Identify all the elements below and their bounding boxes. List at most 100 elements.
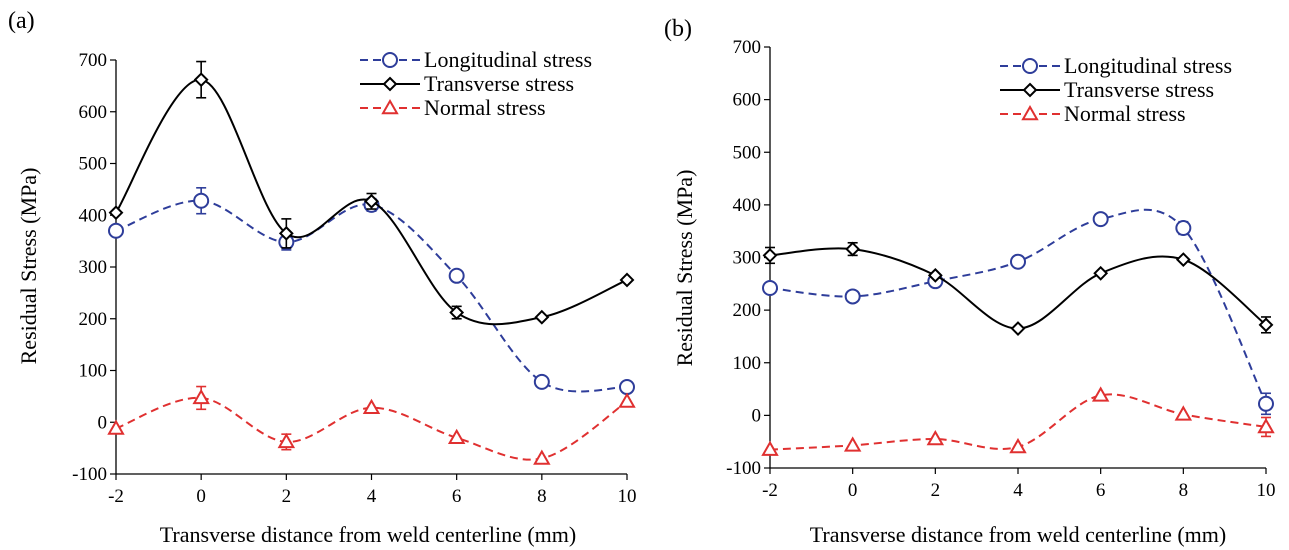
legend-label: Longitudinal stress: [424, 47, 592, 72]
data-point: [533, 449, 551, 465]
axes-a: -100 0 100 200 300 400 500 600 700 -2 0 2 4 6 8 10: [72, 50, 636, 507]
y-tick-label: 500: [733, 142, 762, 163]
series-line: [769, 208, 1267, 405]
panel-label-b: (b): [664, 16, 692, 42]
series-longitudinal-stress: [762, 208, 1274, 416]
x-tick-label: 0: [848, 480, 858, 501]
series-b: [761, 208, 1275, 456]
data-point: [449, 305, 465, 320]
axes-b: -100 0 100 200 300 400 500 600 700 -2 0 2 4 6 8 10: [726, 37, 1275, 501]
data-point: [448, 267, 465, 284]
y-tick-label: 100: [733, 353, 762, 374]
data-point: [1258, 395, 1274, 412]
data-point: [1175, 220, 1192, 237]
data-point: [927, 267, 943, 283]
y-tick-label: 200: [79, 309, 108, 330]
y-tick-label: 0: [752, 405, 762, 426]
x-tick-label: 8: [1179, 480, 1189, 501]
series-a: [107, 60, 636, 465]
series-normal-stress: [761, 386, 1275, 456]
x-tick-label: 0: [196, 486, 206, 507]
series-transverse-stress: [108, 60, 635, 326]
y-tick-label: 300: [733, 248, 762, 269]
legend-marker: [382, 52, 398, 68]
y-tick-label: 400: [79, 205, 108, 226]
series-normal-stress: [107, 385, 636, 465]
series-line: [115, 199, 628, 393]
data-point: [192, 388, 210, 405]
data-point: [926, 430, 945, 446]
x-tick-label: 4: [367, 486, 377, 507]
data-point: [619, 379, 635, 396]
data-point: [1174, 405, 1193, 421]
data-point: [762, 247, 778, 263]
legend-label: Transverse stress: [1064, 77, 1214, 102]
x-tick-label: 2: [282, 486, 292, 507]
data-point: [108, 222, 124, 239]
x-tick-label: 6: [452, 486, 462, 507]
x-axis-title-b: Transverse distance from weld centerline…: [810, 522, 1226, 547]
legend-marker: [1022, 58, 1038, 74]
data-point: [108, 205, 124, 221]
x-axis-title-a: Transverse distance from weld centerline…: [160, 522, 576, 547]
x-tick-label: -2: [762, 480, 778, 501]
data-point: [533, 373, 550, 390]
data-point: [362, 398, 381, 415]
data-point: [1009, 437, 1027, 454]
data-point: [277, 432, 296, 449]
x-tick-label: 8: [537, 486, 547, 507]
y-tick-label: 600: [79, 102, 108, 123]
data-point: [1258, 317, 1274, 333]
y-tick-label: 600: [733, 90, 762, 111]
data-point: [844, 288, 861, 305]
legend-marker: [1021, 104, 1039, 121]
y-tick-label: 0: [98, 412, 108, 433]
series-longitudinal-stress: [108, 187, 635, 396]
legend-label: Normal stress: [1064, 101, 1186, 126]
data-point: [843, 436, 862, 452]
x-tick-label: 10: [1257, 480, 1276, 501]
data-point: [193, 72, 209, 88]
y-tick-label: 100: [79, 361, 108, 382]
y-axis-title-b: Residual Stress (MPa): [672, 170, 697, 367]
x-tick-label: 10: [618, 486, 637, 507]
data-point: [845, 241, 861, 257]
legend-marker: [382, 76, 398, 92]
data-point: [278, 225, 294, 241]
data-point: [1091, 386, 1110, 402]
y-tick-label: -100: [72, 464, 107, 485]
data-point: [618, 392, 636, 408]
data-point: [1175, 252, 1191, 268]
legend-label: Transverse stress: [424, 71, 574, 96]
data-point: [193, 192, 210, 209]
y-tick-label: 500: [79, 154, 108, 175]
data-point: [761, 440, 779, 456]
data-point: [107, 419, 125, 435]
x-tick-label: 4: [1013, 480, 1023, 501]
y-tick-label: 200: [733, 300, 762, 321]
data-point: [1093, 265, 1109, 281]
series-transverse-stress: [762, 241, 1274, 336]
data-point: [534, 309, 550, 325]
y-tick-label: -100: [726, 458, 761, 479]
legend-label: Longitudinal stress: [1064, 53, 1232, 78]
data-point: [762, 280, 778, 297]
y-tick-label: 400: [733, 195, 762, 216]
x-tick-label: 6: [1096, 480, 1106, 501]
data-point: [447, 428, 466, 445]
data-point: [1257, 417, 1275, 434]
data-point: [619, 272, 635, 288]
legend-marker: [1022, 82, 1038, 98]
y-tick-label: 700: [79, 50, 108, 71]
data-point: [1010, 253, 1026, 270]
data-point: [364, 193, 379, 209]
panel-label-a: (a): [8, 8, 35, 34]
y-axis-title-a: Residual Stress (MPa): [16, 168, 41, 365]
y-tick-label: 700: [733, 37, 762, 58]
data-point: [1010, 321, 1026, 336]
